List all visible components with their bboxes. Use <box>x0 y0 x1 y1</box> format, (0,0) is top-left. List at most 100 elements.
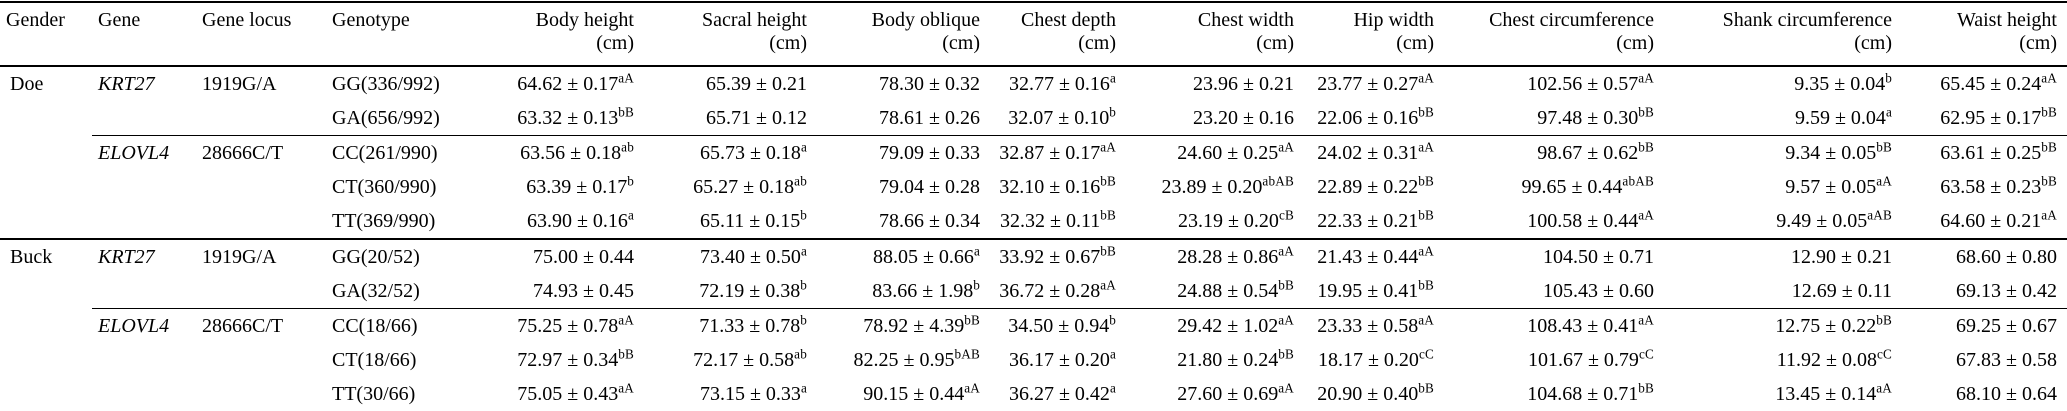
column-label: Gene <box>98 9 141 31</box>
cell-body-oblique: 78.92 ± 4.39bB <box>817 308 990 343</box>
column-label: Chest circumference <box>1489 9 1654 31</box>
table-row: TT(30/66) 75.05 ± 0.43aA 73.15 ± 0.33a 90.1… <box>0 377 2067 411</box>
cell-chest-width: 29.42 ± 1.02aA <box>1126 308 1304 343</box>
significance-superscript: ab <box>794 173 807 189</box>
column-unit: (cm) <box>1078 32 1116 54</box>
cell-sacral-height: 65.73 ± 0.18a <box>644 135 817 170</box>
cell-waist-height: 69.13 ± 0.42 <box>1956 280 2057 302</box>
significance-superscript: aAB <box>1867 207 1892 223</box>
significance-superscript: b <box>627 173 634 189</box>
cell-sacral-height: 71.33 ± 0.78b <box>644 308 817 343</box>
cell-body-oblique: 79.04 ± 0.28 <box>879 176 980 198</box>
significance-superscript: ab <box>621 139 634 155</box>
cell-hip-width: 22.89 ± 0.22bB <box>1317 173 1434 198</box>
significance-superscript: aA <box>2041 207 2057 223</box>
column-label: Chest width <box>1197 9 1294 31</box>
cell-sacral-height: 72.19 ± 0.38b <box>699 277 807 302</box>
cell-shank-circumference: 12.90 ± 0.21 <box>1664 238 1902 274</box>
significance-superscript: aA <box>1278 380 1294 396</box>
cell-body-oblique: 90.15 ± 0.44aA <box>863 380 980 405</box>
significance-superscript: aA <box>618 70 634 86</box>
significance-superscript: bB <box>1418 207 1434 223</box>
cell-sacral-height: 73.15 ± 0.33a <box>699 380 807 405</box>
cell-chest-circumference: 97.48 ± 0.30bB <box>1537 104 1654 129</box>
cell-chest-width: 23.20 ± 0.16 <box>1193 107 1294 129</box>
significance-superscript: a <box>627 207 634 223</box>
cell-chest-circumference: 108.43 ± 0.41aA <box>1444 308 1664 343</box>
cell-body-height: 75.00 ± 0.44 <box>496 238 644 274</box>
column-label: Body height <box>535 9 634 31</box>
column-header-sacral-height: Sacral height (cm) <box>644 2 817 67</box>
significance-superscript: bB <box>1638 380 1654 396</box>
cell-body-height: 75.25 ± 0.78aA <box>496 308 644 343</box>
cell-hip-width: 23.77 ± 0.27aA <box>1317 70 1434 95</box>
significance-superscript: aA <box>1876 380 1892 396</box>
cell-genotype: TT(30/66) <box>332 383 416 405</box>
cell-chest-width: 23.19 ± 0.20cB <box>1177 207 1294 232</box>
cell-waist-height: 63.58 ± 0.23bB <box>1940 173 2057 198</box>
significance-superscript: aA <box>1638 207 1654 223</box>
cell-gender: Doe <box>10 73 44 95</box>
significance-superscript: cC <box>1638 346 1654 362</box>
cell-gene-locus: 1919G/A <box>196 238 326 309</box>
cell-genotype: CC(18/66) <box>326 308 496 343</box>
column-header-chest-width: Chest width (cm) <box>1126 2 1304 67</box>
cell-chest-depth: 34.50 ± 0.94b <box>990 308 1126 343</box>
cell-sacral-height: 72.17 ± 0.58ab <box>693 346 807 371</box>
cell-genotype: CT(18/66) <box>332 349 417 371</box>
cell-hip-width: 23.33 ± 0.58aA <box>1304 308 1444 343</box>
cell-chest-circumference: 104.68 ± 0.71bB <box>1527 380 1654 405</box>
cell-genotype: GA(32/52) <box>332 280 420 302</box>
cell-shank-circumference: 9.59 ± 0.04a <box>1794 104 1892 129</box>
cell-waist-height: 69.25 ± 0.67 <box>1902 308 2067 343</box>
cell-gene-locus: 1919G/A <box>202 73 277 95</box>
table-row: ELOVL4 28666C/T CC(261/990) 63.56 ± 0.18ab 6… <box>0 135 2067 239</box>
cell-genotype: CT(360/990) <box>332 176 437 198</box>
cell-chest-circumference: 102.56 ± 0.57aA <box>1527 70 1654 95</box>
column-label: Genotype <box>332 9 410 31</box>
table-row: ELOVL4 28666C/T CC(18/66) 75.25 ± 0.78aA 71.… <box>0 308 2067 411</box>
cell-body-height: 72.97 ± 0.34bB <box>517 346 634 371</box>
cell-genotype: CC(261/990) <box>326 135 496 170</box>
cell-gene: KRT27 <box>98 73 155 95</box>
significance-superscript: bB <box>2041 104 2057 120</box>
significance-superscript: cC <box>1418 346 1434 362</box>
significance-superscript: abAB <box>1622 173 1654 189</box>
significance-superscript: aA <box>2041 70 2057 86</box>
significance-superscript: bB <box>1100 243 1116 259</box>
table-row: GA(32/52) 74.93 ± 0.45 72.19 ± 0.38b 83.66 … <box>0 274 2067 309</box>
cell-chest-depth: 32.32 ± 0.11bB <box>999 207 1116 232</box>
cell-chest-width: 28.28 ± 0.86aA <box>1126 238 1304 274</box>
significance-superscript: bB <box>618 346 634 362</box>
column-header-gene-locus: Gene locus <box>196 2 326 67</box>
significance-superscript: bB <box>1100 173 1116 189</box>
column-label: Gene locus <box>202 9 292 31</box>
significance-superscript: a <box>800 139 807 155</box>
column-label: Shank circumference <box>1722 9 1892 31</box>
significance-superscript: cC <box>1876 346 1892 362</box>
cell-shank-circumference: 13.45 ± 0.14aA <box>1775 380 1892 405</box>
cell-chest-width: 23.96 ± 0.21 <box>1193 73 1294 95</box>
significance-superscript: aA <box>1418 312 1434 328</box>
cell-shank-circumference: 9.49 ± 0.05aAB <box>1776 207 1892 232</box>
cell-shank-circumference: 9.34 ± 0.05bB <box>1664 135 1902 170</box>
significance-superscript: aA <box>1638 312 1654 328</box>
significance-superscript: aA <box>618 312 634 328</box>
cell-sacral-height: 65.27 ± 0.18ab <box>693 173 807 198</box>
cell-genotype: GG(20/52) <box>326 238 496 274</box>
cell-body-oblique: 78.61 ± 0.26 <box>879 107 980 129</box>
table-row: TT(369/990) 63.90 ± 0.16a 65.11 ± 0.15b 78.… <box>0 204 2067 239</box>
cell-chest-width: 24.60 ± 0.25aA <box>1126 135 1304 170</box>
cell-body-height: 74.93 ± 0.45 <box>533 280 634 302</box>
cell-hip-width: 24.02 ± 0.31aA <box>1304 135 1444 170</box>
significance-superscript: b <box>1109 312 1116 328</box>
cell-shank-circumference: 11.92 ± 0.08cC <box>1776 346 1892 371</box>
cell-body-oblique: 78.30 ± 0.32 <box>879 73 980 95</box>
table-header: Gender Gene Gene locus Genotype Body height(… <box>0 2 2067 67</box>
significance-superscript: a <box>1109 70 1116 86</box>
significance-superscript: bB <box>2041 173 2057 189</box>
column-unit: (cm) <box>1616 32 1654 54</box>
cell-chest-circumference: 101.67 ± 0.79cC <box>1527 346 1654 371</box>
significance-superscript: a <box>1885 104 1892 120</box>
